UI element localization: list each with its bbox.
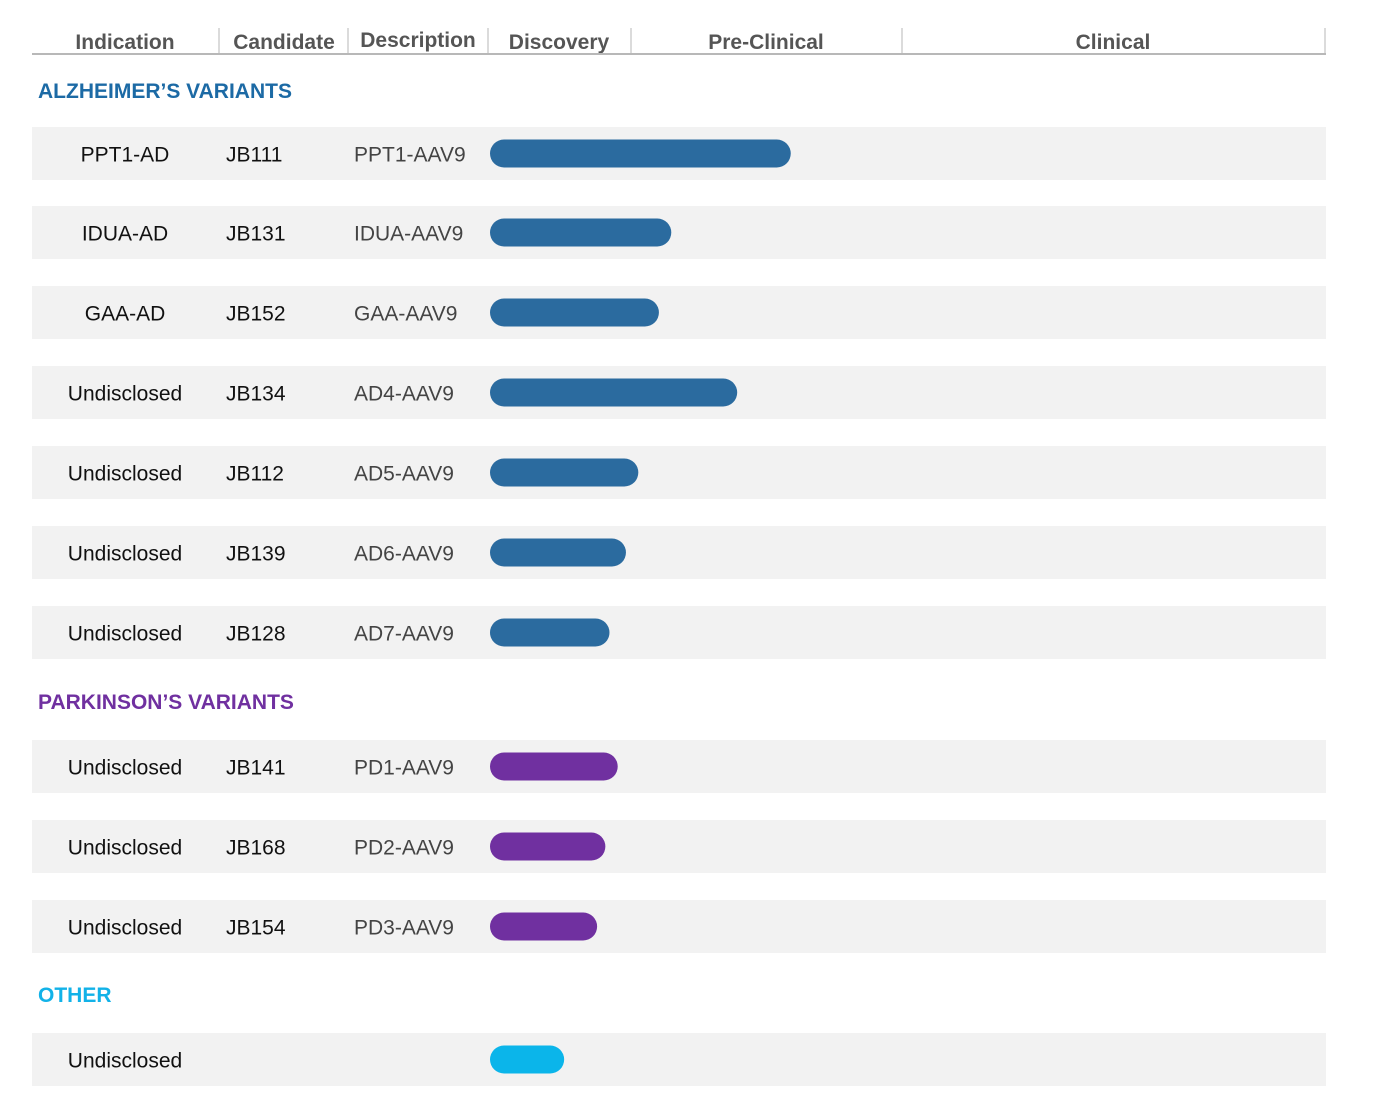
column-header-candidate: Candidate: [233, 31, 335, 54]
indication-label: Undisclosed: [68, 837, 182, 860]
progress-bar: [490, 298, 659, 327]
progress-bar: [490, 538, 626, 567]
progress-bar: [490, 218, 672, 247]
table-row: [32, 526, 1326, 579]
table-row: [32, 286, 1326, 339]
description-label: AD5-AAV9: [354, 463, 454, 486]
section-label: PARKINSON’S VARIANTS: [38, 691, 294, 714]
indication-label: Undisclosed: [68, 1050, 182, 1073]
table-row: [32, 740, 1326, 793]
progress-bar: [490, 912, 598, 941]
progress-bar: [490, 139, 791, 168]
description-label: IDUA-AAV9: [354, 223, 463, 246]
candidate-label: JB139: [226, 543, 286, 566]
indication-label: Undisclosed: [68, 623, 182, 646]
candidate-label: JB112: [226, 463, 284, 486]
indication-label: Undisclosed: [68, 917, 182, 940]
description-label: AD7-AAV9: [354, 623, 454, 646]
table-row: [32, 206, 1326, 259]
description-label: PD2-AAV9: [354, 837, 454, 860]
description-label: AD4-AAV9: [354, 383, 454, 406]
description-label: GAA-AAV9: [354, 303, 457, 326]
stage-header-discovery: Discovery: [509, 31, 610, 54]
table-row: [32, 446, 1326, 499]
indication-label: Undisclosed: [68, 463, 182, 486]
indication-label: IDUA-AD: [82, 223, 168, 246]
candidate-label: JB168: [226, 837, 286, 860]
section-label: OTHER: [38, 984, 112, 1007]
candidate-label: JB134: [226, 383, 286, 406]
description-label: PD3-AAV9: [354, 917, 454, 940]
indication-label: Undisclosed: [68, 543, 182, 566]
progress-bar: [490, 832, 606, 861]
candidate-label: JB154: [226, 917, 286, 940]
table-row: [32, 606, 1326, 659]
table-row: [32, 900, 1326, 953]
indication-label: GAA-AD: [85, 303, 166, 326]
progress-bar: [490, 1045, 565, 1074]
progress-bar: [490, 458, 639, 487]
description-label: PPT1-AAV9: [354, 144, 466, 167]
table-row: [32, 820, 1326, 873]
column-header-description: Description: [360, 29, 476, 52]
table-row: [32, 1033, 1326, 1086]
candidate-label: JB141: [226, 757, 286, 780]
indication-label: PPT1-AD: [81, 144, 170, 167]
candidate-label: JB152: [226, 303, 286, 326]
indication-label: Undisclosed: [68, 383, 182, 406]
description-label: AD6-AAV9: [354, 543, 454, 566]
section-label: ALZHEIMER’S VARIANTS: [38, 80, 292, 103]
progress-bar: [490, 618, 610, 647]
candidate-label: JB128: [226, 623, 286, 646]
indication-label: Undisclosed: [68, 757, 182, 780]
candidate-label: JB111: [226, 144, 282, 167]
stage-header-pre-clinical: Pre-Clinical: [708, 31, 824, 54]
progress-bar: [490, 378, 738, 407]
description-label: PD1-AAV9: [354, 757, 454, 780]
column-header-indication: Indication: [75, 31, 174, 54]
candidate-label: JB131: [226, 223, 286, 246]
stage-header-clinical: Clinical: [1076, 31, 1151, 54]
progress-bar: [490, 752, 618, 781]
